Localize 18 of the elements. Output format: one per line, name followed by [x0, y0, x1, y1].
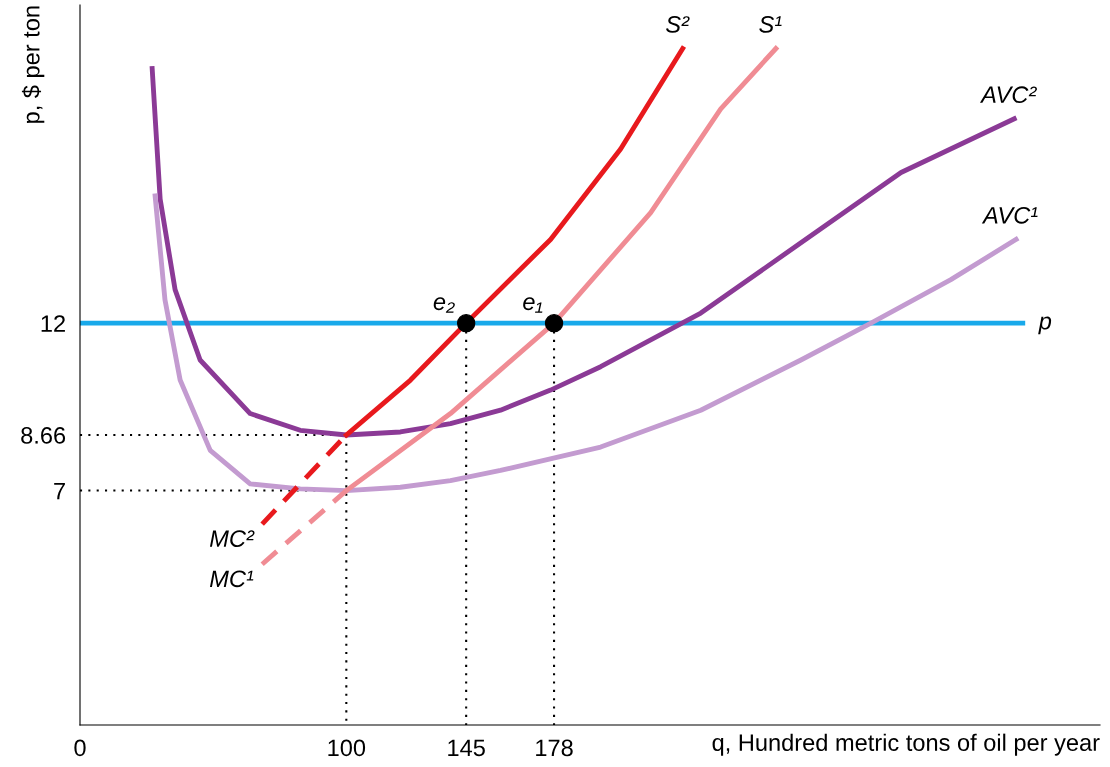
- ref-line-label: p: [1038, 316, 1052, 335]
- series-label: AVC²: [979, 86, 1037, 104]
- x-tick-label: 0: [74, 739, 86, 757]
- series-label: MC²: [209, 530, 255, 547]
- series-label: S²: [665, 16, 690, 33]
- x-tick-label: 100: [328, 739, 366, 757]
- y-tick-label: 7: [54, 482, 65, 500]
- y-tick-label: 8.66: [21, 427, 66, 444]
- x-tick-label: 145: [448, 739, 485, 757]
- x-axis-title: q, Hundred metric tons of oil per year: [712, 733, 1100, 756]
- series-label: AVC¹: [981, 206, 1038, 224]
- series-label: S¹: [759, 16, 782, 33]
- y-axis-title: p, $ per ton: [21, 6, 45, 123]
- series-label: MC¹: [209, 570, 254, 588]
- annotation: e₁: [523, 297, 543, 313]
- annotation: e₂: [433, 297, 455, 313]
- x-tick-label: 178: [536, 739, 573, 757]
- y-tick-label: 12: [41, 315, 65, 332]
